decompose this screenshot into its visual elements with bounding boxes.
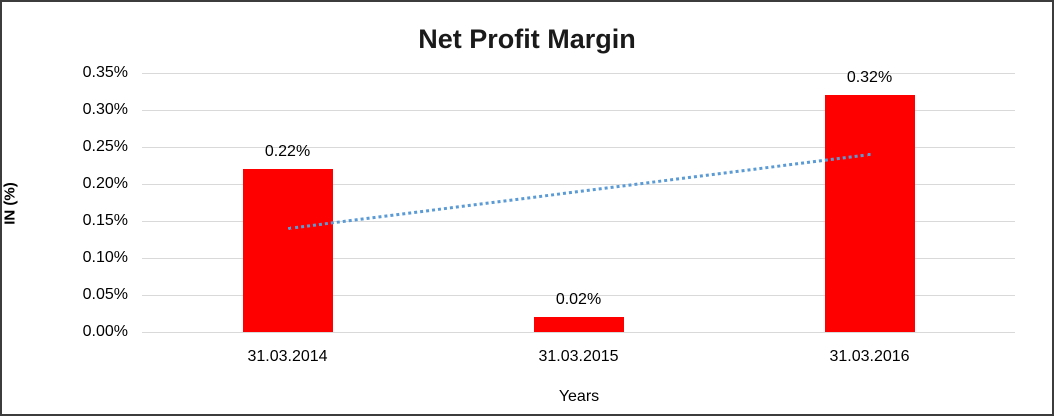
y-tick-label: 0.20% (82, 175, 128, 192)
gridline (142, 332, 1015, 333)
trendline (287, 152, 870, 230)
gridline (142, 184, 1015, 185)
y-tick-label: 0.00% (82, 323, 128, 340)
gridline (142, 147, 1015, 148)
chart-title: Net Profit Margin (418, 24, 636, 54)
y-tick-label: 0.05% (82, 286, 128, 303)
bar (242, 169, 333, 332)
gridline (142, 73, 1015, 74)
x-axis-title: Years (558, 388, 600, 405)
y-tick-label: 0.10% (82, 249, 128, 266)
x-tick-label: 31.03.2016 (829, 348, 910, 365)
y-tick-label: 0.25% (82, 138, 128, 155)
y-axis-title: IN (%) (1, 182, 19, 225)
bar-value-label: 0.22% (264, 143, 311, 161)
bar (533, 317, 624, 332)
bar-value-label: 0.02% (555, 291, 602, 309)
bar-value-label: 0.32% (846, 69, 893, 87)
y-tick-label: 0.35% (82, 64, 128, 81)
bar (824, 95, 915, 332)
gridline (142, 221, 1015, 222)
gridline (142, 258, 1015, 259)
gridline (142, 110, 1015, 111)
plot-area: 0.22% 0.02% 0.32% (142, 69, 1015, 333)
x-tick-label: 31.03.2015 (538, 348, 619, 365)
x-tick-label: 31.03.2014 (247, 348, 328, 365)
y-tick-label: 0.30% (82, 101, 128, 118)
gridline (142, 295, 1015, 296)
y-tick-label: 0.15% (82, 212, 128, 229)
